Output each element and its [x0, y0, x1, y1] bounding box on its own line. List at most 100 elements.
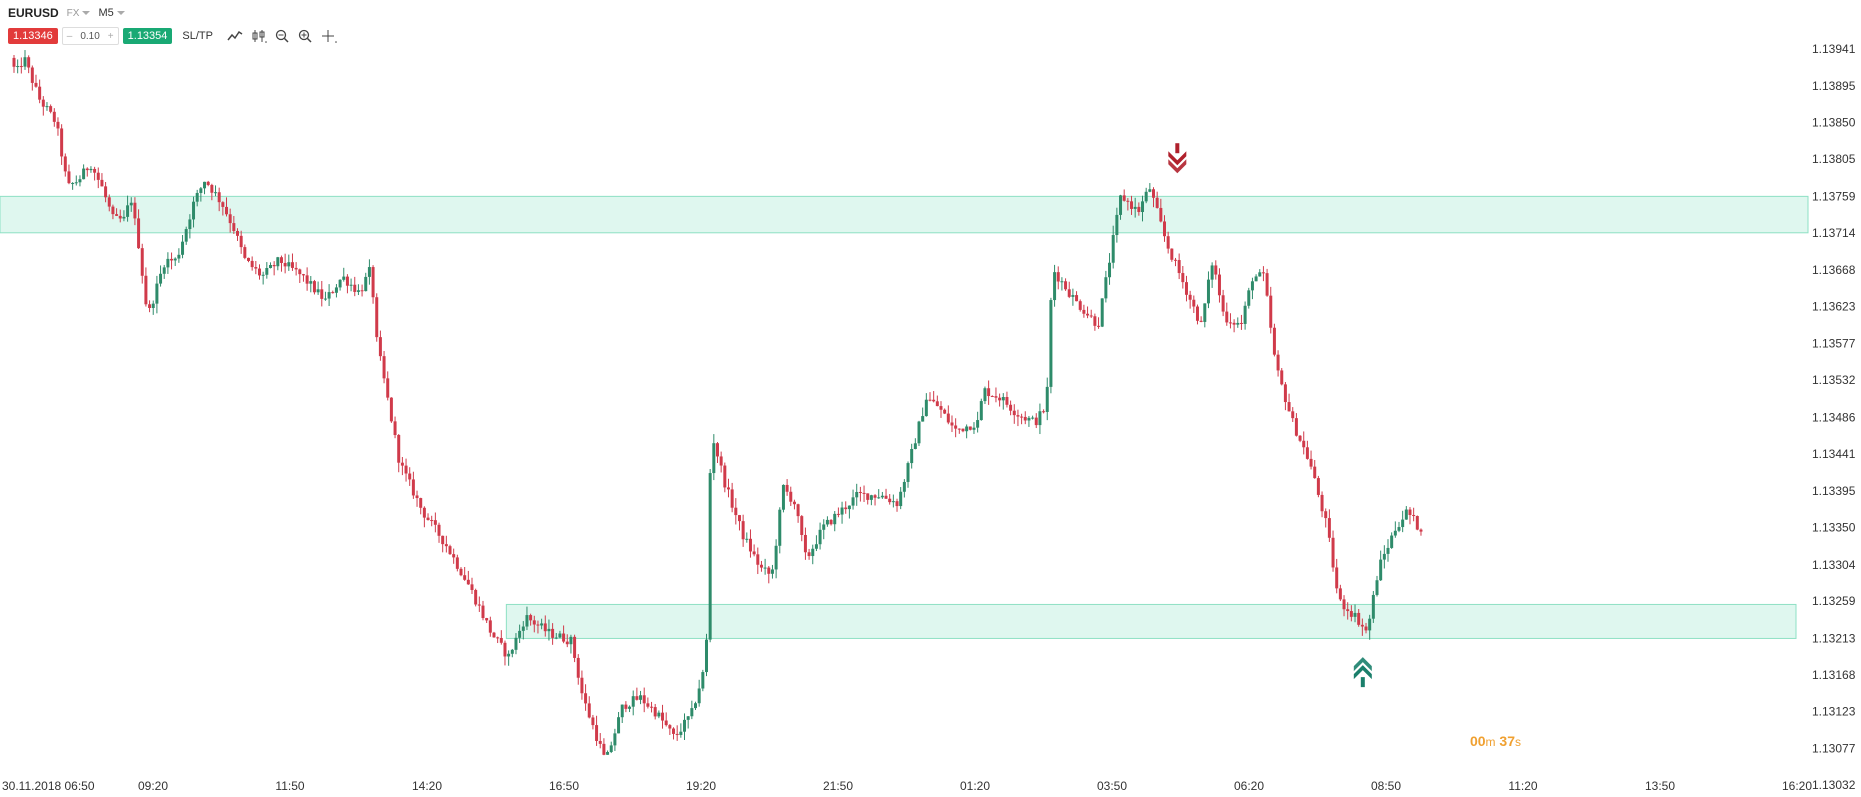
- candle-body: [880, 495, 884, 498]
- price-axis: 1.13941 1.13895 1.13850 1.13805 1.13759 1.137…: [1812, 42, 1856, 792]
- candle-body: [694, 703, 698, 709]
- candle: [210, 183, 214, 201]
- lot-increase-button[interactable]: +: [107, 30, 114, 42]
- candle: [1236, 317, 1240, 328]
- candle: [675, 725, 679, 741]
- candle: [334, 284, 338, 298]
- candle-body: [928, 399, 932, 401]
- x-tick-label: 08:50: [1371, 779, 1401, 793]
- candle-body: [60, 128, 64, 157]
- candle-body: [906, 463, 910, 482]
- candle: [851, 489, 855, 510]
- candle-body: [1060, 281, 1064, 283]
- candle: [400, 457, 404, 476]
- candle: [532, 615, 536, 633]
- candle: [496, 636, 500, 644]
- candle: [27, 55, 31, 74]
- candle: [203, 181, 207, 195]
- candle-body: [1119, 195, 1123, 215]
- candle-body: [408, 473, 412, 480]
- candle: [78, 175, 82, 187]
- candle-body: [917, 421, 921, 444]
- candle-body: [737, 515, 741, 522]
- candle-body: [1192, 299, 1196, 307]
- candle-body: [323, 298, 327, 300]
- candle: [1141, 195, 1145, 222]
- candle-body: [712, 443, 716, 474]
- candle-body: [1254, 276, 1258, 282]
- candle: [587, 696, 591, 719]
- market-label: FX: [66, 7, 80, 19]
- candle-body: [547, 628, 551, 632]
- candle: [1302, 431, 1306, 455]
- price-zone: [0, 195, 1809, 234]
- sltp-button[interactable]: SL/TP: [182, 30, 213, 42]
- candle-body: [192, 201, 196, 220]
- candle-body: [726, 487, 730, 490]
- candle-body: [961, 428, 965, 432]
- sell-signal-arrow: [1168, 143, 1187, 174]
- candle-body: [34, 82, 38, 87]
- candle-body: [606, 752, 610, 755]
- candle: [455, 554, 459, 572]
- market-selector[interactable]: FX: [67, 8, 91, 19]
- candle-body: [1111, 235, 1115, 263]
- sell-button[interactable]: 1.13346: [8, 28, 58, 44]
- timeframe-selector[interactable]: M5: [98, 7, 125, 19]
- candle: [1195, 304, 1199, 325]
- lot-decrease-button[interactable]: –: [66, 30, 73, 42]
- symbol-selector[interactable]: EURUSD: [8, 6, 59, 20]
- candle: [507, 650, 511, 666]
- candle-body: [1009, 404, 1013, 411]
- candle-body: [1298, 435, 1302, 441]
- candle: [657, 710, 661, 719]
- candle: [785, 479, 789, 496]
- candle: [584, 684, 588, 711]
- crosshair-icon[interactable]: [321, 29, 337, 43]
- candle: [818, 522, 822, 550]
- candle: [327, 284, 331, 307]
- candle-body: [1239, 322, 1243, 324]
- zoom-out-icon[interactable]: [275, 29, 290, 43]
- candle-body: [265, 268, 269, 275]
- candle-body: [1302, 440, 1306, 448]
- candle-body: [162, 267, 166, 274]
- candle: [1100, 298, 1104, 328]
- zoom-in-icon[interactable]: [298, 29, 313, 43]
- candle: [1342, 595, 1346, 617]
- candle-body: [913, 443, 917, 450]
- candle: [1005, 391, 1009, 408]
- candle: [1071, 288, 1075, 306]
- candle-body: [16, 66, 20, 68]
- candle-body: [584, 693, 588, 704]
- lot-size-input[interactable]: 0.10: [80, 30, 100, 42]
- candle: [774, 539, 778, 579]
- candle: [188, 214, 192, 239]
- candle: [107, 194, 111, 212]
- timer-seconds: 37: [1499, 733, 1515, 749]
- candle-body: [463, 575, 467, 580]
- candle-body: [628, 706, 632, 709]
- candle: [100, 173, 104, 187]
- line-chart-icon[interactable]: [227, 29, 243, 43]
- candle-body: [159, 273, 163, 284]
- candle-body: [338, 279, 342, 288]
- candle: [906, 461, 910, 488]
- candles-icon[interactable]: [251, 29, 267, 43]
- candle: [265, 262, 269, 279]
- buy-button[interactable]: 1.13354: [122, 28, 173, 44]
- candle: [122, 210, 126, 222]
- candle-body: [778, 509, 782, 546]
- candle: [891, 494, 895, 508]
- candle: [1214, 260, 1218, 280]
- candle-body: [294, 267, 298, 270]
- candle: [796, 503, 800, 523]
- candle-body: [1082, 309, 1086, 314]
- candle: [477, 596, 481, 612]
- x-tick-label: 13:50: [1645, 779, 1675, 793]
- x-tick-label: 21:50: [823, 779, 853, 793]
- candle: [148, 300, 152, 313]
- candle: [748, 529, 752, 558]
- candle-body: [151, 303, 155, 308]
